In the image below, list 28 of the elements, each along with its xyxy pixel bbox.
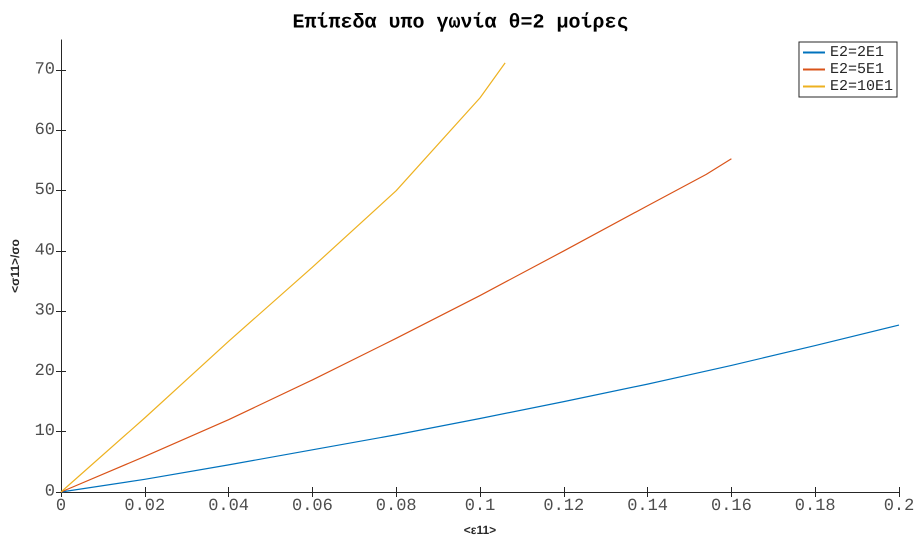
x-tick-label: 0.16 — [710, 497, 752, 516]
line-series — [60, 158, 732, 493]
y-axis-title: <σ11>/σο — [8, 239, 22, 293]
chart-title: Επίπεδα υπο γωνία θ=2 μοίρες — [292, 12, 629, 34]
x-tick-label: 0.18 — [794, 497, 836, 516]
x-tick-label: 0.14 — [627, 497, 668, 516]
x-tick-label: 0.2 — [884, 497, 914, 516]
x-tick-label: 0 — [56, 497, 66, 516]
legend-label: E2=2E1 — [830, 44, 884, 61]
y-tick-label: 20 — [34, 362, 55, 381]
line-series — [60, 324, 900, 493]
x-axis-title: <ε11> — [464, 523, 496, 537]
line-series — [60, 62, 506, 493]
x-tick-label: 0.02 — [124, 497, 166, 516]
y-tick-label: 10 — [34, 422, 55, 442]
y-tick-label: 0 — [44, 482, 55, 502]
legend-label: E2=10E1 — [830, 78, 894, 95]
y-tick-label: 60 — [34, 120, 55, 140]
x-tick-label: 0.1 — [464, 497, 496, 516]
x-tick-label: 0.04 — [208, 497, 250, 516]
y-tick-label: 70 — [34, 60, 55, 80]
legend-label: E2=5E1 — [830, 61, 884, 78]
x-tick-label: 0.08 — [376, 497, 417, 516]
y-tick-label: 50 — [34, 181, 55, 200]
y-tick-label: 30 — [34, 302, 55, 321]
x-tick-label: 0.12 — [543, 497, 584, 516]
y-tick-label: 40 — [34, 241, 55, 260]
x-tick-label: 0.06 — [292, 497, 333, 516]
